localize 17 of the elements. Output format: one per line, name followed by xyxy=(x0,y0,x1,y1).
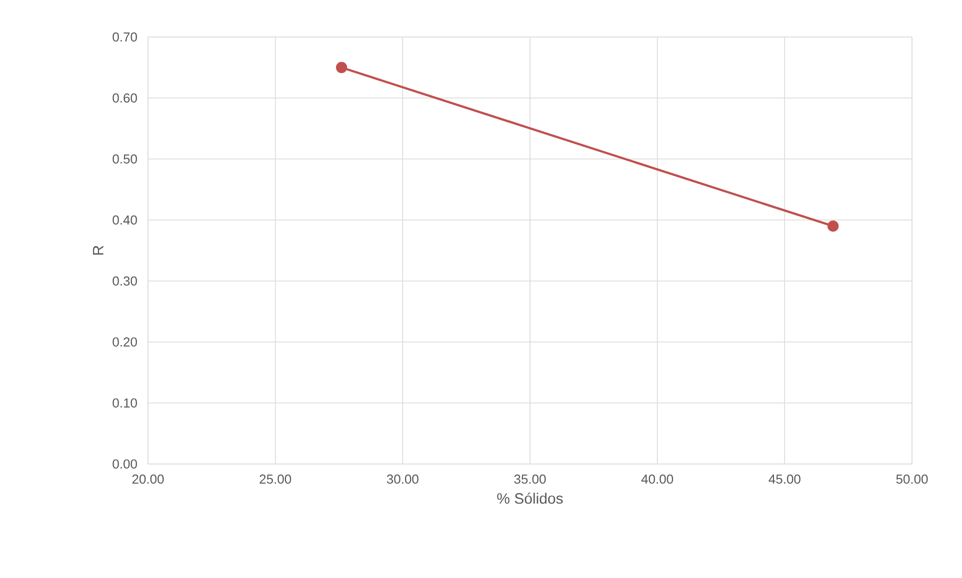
y-tick-label: 0.40 xyxy=(112,215,137,225)
y-tick-label: 0.10 xyxy=(112,398,137,408)
x-tick-label: 40.00 xyxy=(641,474,674,484)
x-tick-label: 30.00 xyxy=(386,474,418,484)
y-tick-label: 0.60 xyxy=(112,93,137,103)
y-axis-title: R xyxy=(92,246,104,255)
x-tick-label: 50.00 xyxy=(896,474,928,484)
x-tick-label: 35.00 xyxy=(514,474,546,484)
x-tick-label: 45.00 xyxy=(768,474,800,484)
y-tick-label: 0.70 xyxy=(112,32,137,42)
x-tick-label: 25.00 xyxy=(260,474,292,484)
y-tick-label: 0.50 xyxy=(112,154,137,164)
y-tick-label: 0.00 xyxy=(112,459,137,469)
x-axis-title: % Sólidos xyxy=(497,492,563,504)
x-tick-label: 20.00 xyxy=(132,474,164,484)
y-tick-label: 0.20 xyxy=(112,337,137,347)
y-tick-label: 0.30 xyxy=(112,276,137,286)
